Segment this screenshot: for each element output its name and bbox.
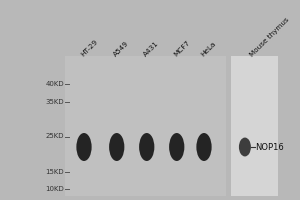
Text: 15KD: 15KD <box>45 168 64 174</box>
Ellipse shape <box>139 133 154 161</box>
Text: 40KD: 40KD <box>45 81 64 87</box>
Ellipse shape <box>239 138 251 156</box>
Ellipse shape <box>196 133 211 161</box>
Text: HT-29: HT-29 <box>80 39 99 58</box>
Text: Mouse thymus: Mouse thymus <box>249 16 290 58</box>
Text: 25KD: 25KD <box>45 134 64 140</box>
Text: MCF7: MCF7 <box>172 39 191 58</box>
Text: 10KD: 10KD <box>45 186 64 192</box>
Text: HeLa: HeLa <box>200 41 217 58</box>
Ellipse shape <box>109 133 124 161</box>
Ellipse shape <box>169 133 184 161</box>
Text: A431: A431 <box>142 40 160 58</box>
Text: 35KD: 35KD <box>45 98 64 104</box>
Bar <box>231 56 278 196</box>
Bar <box>65 56 226 196</box>
Text: NOP16: NOP16 <box>255 142 284 152</box>
Ellipse shape <box>76 133 92 161</box>
Text: A549: A549 <box>112 40 130 58</box>
